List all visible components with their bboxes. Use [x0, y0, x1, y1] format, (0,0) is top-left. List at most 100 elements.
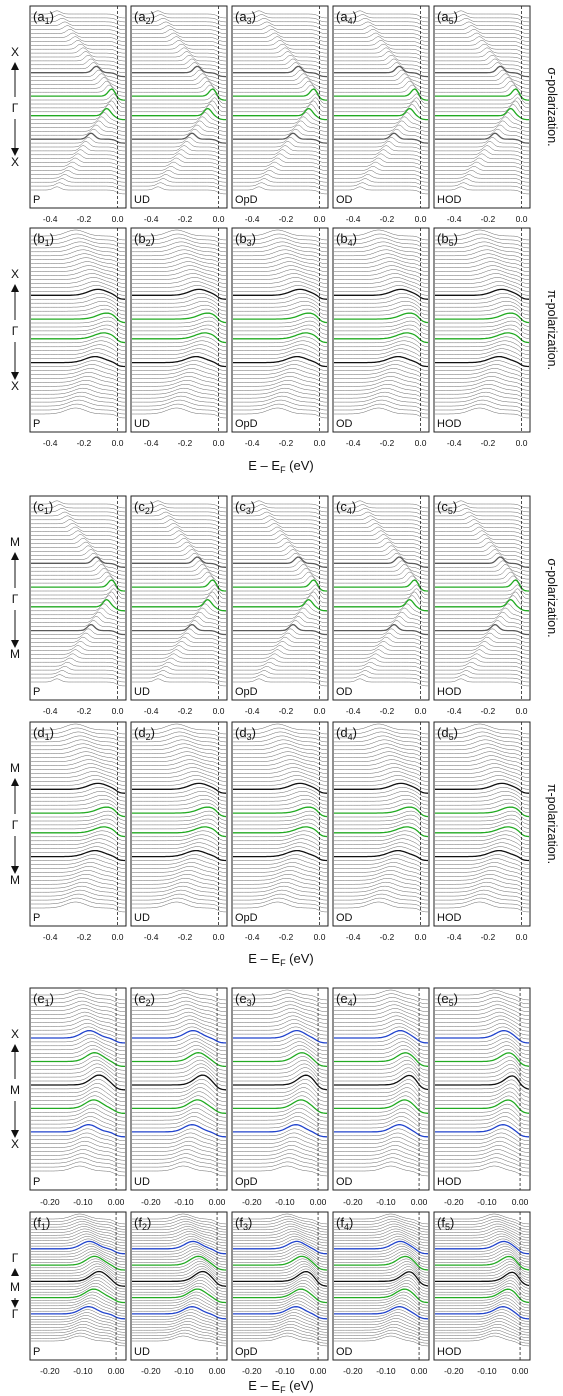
edc-curve — [31, 997, 125, 1008]
edc-curve — [334, 320, 428, 331]
edc-curve — [334, 1326, 428, 1339]
edc-curve — [233, 763, 327, 774]
arrowhead-down-icon — [11, 640, 19, 648]
edc-curve — [31, 1291, 125, 1306]
edc-curve — [334, 1324, 428, 1336]
edc-curve — [233, 17, 327, 27]
edc-curve — [132, 1161, 226, 1173]
edc-curve — [233, 881, 327, 893]
panel-label: (c2) — [134, 499, 154, 516]
edc-curve — [233, 1056, 327, 1071]
edc-curve — [132, 380, 226, 391]
edc-curve — [435, 1253, 529, 1268]
edc-curve — [233, 616, 327, 627]
highlighted-edc — [233, 1288, 327, 1304]
edc-curve — [435, 229, 529, 241]
highlighted-edc — [435, 1052, 529, 1067]
edc-curve — [435, 620, 529, 631]
panel-frame — [433, 721, 531, 927]
edc-curve — [31, 372, 125, 383]
edc-curve — [31, 1153, 125, 1165]
edc-curve — [132, 1261, 226, 1276]
panel-label: (b1) — [33, 231, 54, 248]
doping-label: OpD — [235, 686, 258, 698]
edc-curve — [233, 1008, 327, 1020]
edc-curve — [31, 1157, 125, 1169]
edc-curve — [435, 25, 529, 34]
edc-curve — [435, 93, 529, 105]
edc-curve — [233, 1015, 327, 1028]
edc-curve — [31, 161, 125, 171]
edc-curve — [31, 545, 125, 556]
x-tick-label: 0.00 — [310, 1197, 327, 1207]
panel-a2: (a2)UD — [130, 5, 228, 209]
edc-curve — [435, 818, 529, 829]
edc-curve — [233, 1268, 327, 1284]
edc-curve — [132, 537, 226, 548]
edc-curve — [233, 854, 327, 865]
edc-curve — [334, 885, 428, 897]
edc-curve — [31, 830, 125, 841]
edc-curve — [334, 1266, 428, 1281]
edc-curve — [31, 137, 125, 148]
edc-curve — [334, 588, 428, 600]
edc-curve — [132, 519, 226, 528]
edc-curve — [334, 1095, 428, 1110]
highlighted-edc — [31, 623, 125, 636]
edc-curve — [31, 755, 125, 766]
edc-curve — [132, 348, 226, 359]
edc-curve — [132, 395, 226, 407]
edc-curve — [132, 47, 226, 58]
edc-curve — [233, 403, 327, 415]
edc-curve — [233, 80, 327, 93]
edc-curve — [31, 775, 125, 786]
arrowhead-up-icon — [11, 552, 19, 560]
edc-curve — [233, 1037, 327, 1051]
highlighted-edc — [233, 1074, 327, 1091]
highlighted-edc — [435, 1306, 529, 1320]
edc-curve — [334, 249, 428, 260]
edc-curve — [435, 352, 529, 363]
edc-curve — [31, 261, 125, 272]
highlighted-edc — [132, 332, 226, 344]
edc-stack — [334, 500, 428, 687]
edc-curve — [334, 822, 428, 833]
edc-curve — [233, 537, 327, 548]
edc-curve — [31, 893, 125, 905]
highlighted-edc — [334, 1255, 428, 1271]
edc-stack — [132, 989, 226, 1177]
edc-curve — [31, 1045, 125, 1059]
edc-curve — [435, 1248, 529, 1263]
edc-curve — [435, 1324, 529, 1336]
edc-curve — [233, 818, 327, 829]
edc-curve — [132, 997, 226, 1008]
edc-curve — [233, 273, 327, 284]
k-label-bottom: X — [11, 379, 19, 393]
x-tick-label: -0.10 — [376, 1366, 396, 1376]
edc-curve — [132, 727, 226, 739]
highlighted-edc — [31, 1099, 125, 1114]
edc-curve — [334, 62, 428, 73]
edc-curve — [31, 1285, 125, 1301]
edc-curve — [334, 51, 428, 62]
edc-curve — [435, 1258, 529, 1273]
edc-curve — [132, 21, 226, 30]
x-axis-label: E – EF (eV) — [248, 1378, 313, 1395]
highlighted-edc — [435, 65, 529, 78]
edc-curve — [435, 364, 529, 375]
edc-curve — [435, 549, 529, 560]
edc-curve — [31, 759, 125, 770]
edc-curve — [435, 1238, 529, 1252]
edc-curve — [132, 862, 226, 873]
edc-curve — [132, 1218, 226, 1230]
edc-curve — [233, 368, 327, 379]
panel-e4: (e4)OD — [332, 987, 430, 1191]
edc-curve — [31, 670, 125, 679]
panel-c1: (c1)P — [29, 495, 127, 701]
edc-curve — [334, 25, 428, 34]
x-tick-label: 0.0 — [112, 706, 124, 716]
edc-curve — [31, 281, 125, 292]
edc-curve — [132, 372, 226, 383]
panel-d3: (d3)OpD — [231, 721, 329, 927]
edc-curve — [435, 360, 529, 371]
